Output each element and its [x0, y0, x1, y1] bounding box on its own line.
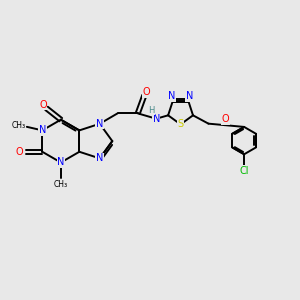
Text: O: O	[222, 114, 229, 124]
Text: N: N	[96, 119, 103, 129]
Text: N: N	[39, 125, 46, 135]
Text: O: O	[143, 87, 151, 97]
Text: O: O	[39, 100, 47, 110]
Text: Cl: Cl	[239, 166, 249, 176]
Text: CH₃: CH₃	[11, 121, 26, 130]
Text: N: N	[152, 114, 160, 124]
Text: S: S	[178, 119, 184, 129]
Text: N: N	[186, 91, 194, 101]
Text: N: N	[96, 153, 103, 164]
Text: N: N	[57, 158, 64, 167]
Text: CH₃: CH₃	[54, 180, 68, 189]
Text: H: H	[148, 106, 155, 115]
Text: O: O	[16, 147, 23, 157]
Text: N: N	[168, 91, 175, 101]
